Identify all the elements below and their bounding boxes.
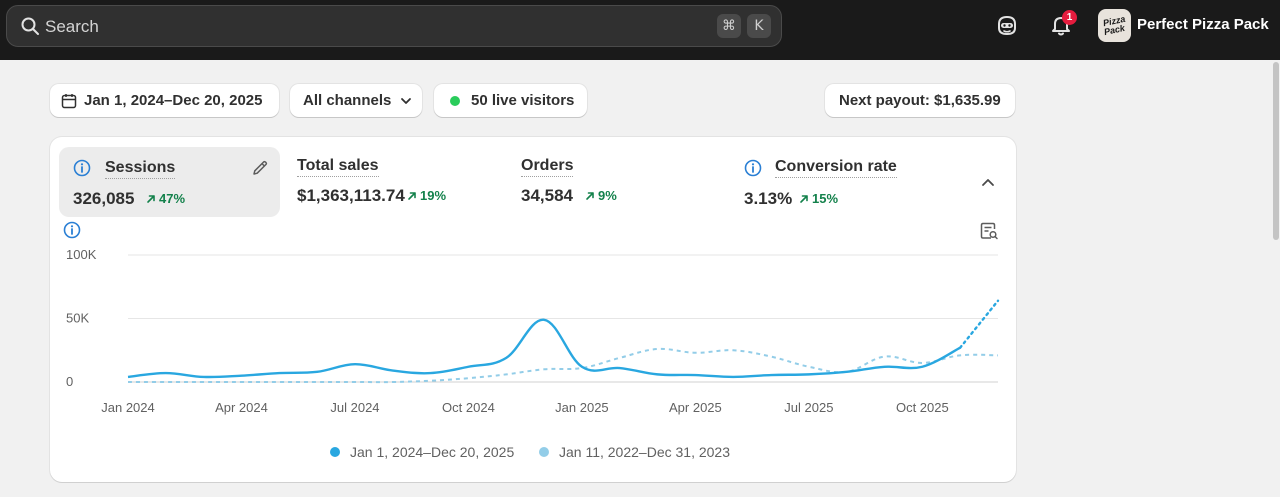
arrow-up-right-icon [586,192,594,200]
chart-info-icon[interactable] [63,221,81,239]
x-tick-label: Oct 2025 [896,400,949,415]
metric-label: Sessions [105,159,176,179]
y-tick-label: 50K [66,311,89,326]
metric-delta: 47% [159,191,186,206]
info-icon[interactable] [73,159,91,177]
metric-conversion-rate[interactable]: Conversion rate 3.13% 15% [744,147,964,217]
store-logo[interactable]: Pizza Pack [1098,9,1131,42]
x-tick-label: Jan 2025 [555,400,609,415]
page-scrollbar[interactable] [1273,62,1279,240]
metric-delta: 9% [598,188,617,203]
y-tick-label: 100K [66,247,97,262]
channels-dropdown[interactable]: All channels [290,84,422,117]
sessions-chart: 100K 50K 0 Jan 2024 Apr 2024 Jul 2024 Oct 2024… [66,247,1000,415]
x-tick-label: Oct 2024 [442,400,495,415]
x-tick-label: Apr 2024 [215,400,268,415]
command-key: ⌘ [717,14,741,38]
metric-value: 326,085 [73,189,135,208]
date-range-button[interactable]: Jan 1, 2024–Dec 20, 2025 [50,84,279,117]
top-bar: Search ⌘ K 1 Pizza Pack Perfect Pizza Pa… [0,0,1280,60]
store-name[interactable]: Perfect Pizza Pack [1137,16,1269,33]
x-tick-label: Jul 2025 [784,400,833,415]
legend-dot-icon [539,447,549,457]
metric-label: Total sales [297,157,379,177]
notification-badge: 1 [1062,10,1077,25]
legend-dot-icon [330,447,340,457]
metric-label: Conversion rate [775,158,897,178]
legend-item-comparison[interactable]: Jan 11, 2022–Dec 31, 2023 [539,444,730,460]
next-payout-button[interactable]: Next payout: $1,635.99 [825,84,1015,117]
store-logo-text-line2: Pack [1103,22,1126,37]
x-tick-label: Jan 2024 [101,400,155,415]
legend-label: Jan 1, 2024–Dec 20, 2025 [350,444,515,460]
channels-label: All channels [303,92,392,109]
x-tick-label: Jul 2024 [330,400,379,415]
date-range-label: Jan 1, 2024–Dec 20, 2025 [84,92,263,109]
info-icon[interactable] [744,159,762,177]
metric-total-sales[interactable]: Total sales $1,363,113.74 19% [297,147,497,217]
metric-value: 34,584 [521,186,573,205]
chevron-up-icon[interactable] [979,174,997,192]
live-visitors-label: 50 live visitors [471,92,575,109]
live-dot-icon [450,95,460,106]
next-payout-label: Next payout: $1,635.99 [839,92,1001,109]
metric-orders[interactable]: Orders 34,584 9% [521,147,721,217]
legend-item-current[interactable]: Jan 1, 2024–Dec 20, 2025 [330,444,514,460]
analytics-card: Sessions 326,085 47% Total sales $1,363,… [50,137,1016,482]
legend-label: Jan 11, 2022–Dec 31, 2023 [559,444,730,460]
metric-label: Orders [521,157,574,177]
pencil-icon[interactable] [251,159,269,177]
series-line-current [127,318,961,379]
series-line-comparison [128,347,999,384]
series-line-current-projected [958,299,1000,349]
calendar-icon [61,93,77,108]
search-data-icon[interactable] [979,221,999,241]
chevron-down-icon [401,97,412,104]
metric-value: 3.13% [744,189,793,208]
search-bar[interactable]: Search ⌘ K [6,5,782,47]
y-tick-label: 0 [66,374,73,389]
arrow-up-right-icon [408,192,416,200]
sidekick-icon[interactable] [995,13,1019,37]
metric-delta: 19% [420,188,447,203]
metric-value: $1,363,113.74 [297,186,405,205]
k-key: K [747,14,771,38]
search-icon [21,17,39,35]
search-placeholder: Search [45,17,99,36]
arrow-up-right-icon [147,195,155,203]
x-tick-label: Apr 2025 [669,400,722,415]
live-visitors-button[interactable]: 50 live visitors [434,84,587,117]
metric-delta: 15% [812,191,839,206]
arrow-up-right-icon [800,195,808,203]
metric-sessions[interactable]: Sessions 326,085 47% [59,147,280,217]
